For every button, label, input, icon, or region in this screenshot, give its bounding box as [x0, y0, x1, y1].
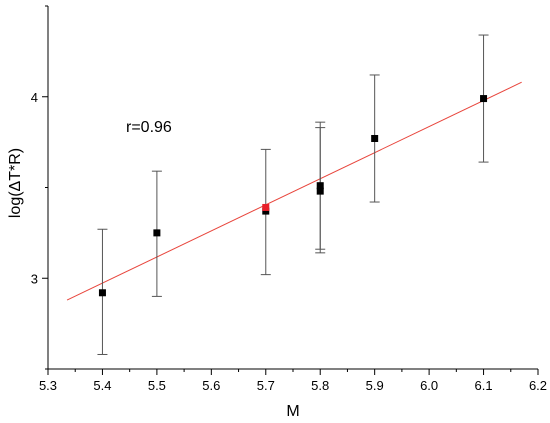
- x-tick-label: 5.6: [202, 378, 220, 393]
- x-tick-label: 5.5: [148, 378, 166, 393]
- x-tick-label: 6.2: [529, 378, 547, 393]
- correlation-annotation: r=0.96: [126, 119, 172, 136]
- x-tick-label: 5.9: [366, 378, 384, 393]
- y-tick-label: 4: [31, 90, 38, 105]
- x-tick-label: 6.1: [475, 378, 493, 393]
- x-axis-title: M: [286, 403, 299, 420]
- x-tick-label: 6.0: [420, 378, 438, 393]
- data-point: [480, 95, 488, 103]
- data-point: [262, 207, 270, 215]
- fit-line: [66, 81, 522, 301]
- x-tick-label: 5.8: [311, 378, 329, 393]
- fit-line-group: [66, 81, 522, 301]
- highlight-point: [262, 203, 270, 211]
- axes: [47, 6, 538, 370]
- data-point: [316, 182, 324, 190]
- data-point: [371, 134, 379, 142]
- x-tick-label: 5.4: [93, 378, 111, 393]
- data-point: [153, 229, 161, 237]
- x-tick-label: 5.7: [257, 378, 275, 393]
- y-axis-title: log(ΔT*R): [7, 148, 24, 218]
- tick-marks: [42, 5, 539, 375]
- x-tick-label: 5.3: [39, 378, 57, 393]
- data-points: [98, 95, 488, 297]
- data-point: [98, 289, 106, 297]
- y-tick-labels: 34: [31, 90, 38, 287]
- error-bars: [97, 34, 489, 355]
- y-tick-label: 3: [31, 271, 38, 286]
- data-point: [316, 187, 324, 195]
- x-tick-labels: 5.3 5.4 5.5 5.6 5.7 5.8 5.9 6.0 6.1 6.2: [39, 378, 547, 393]
